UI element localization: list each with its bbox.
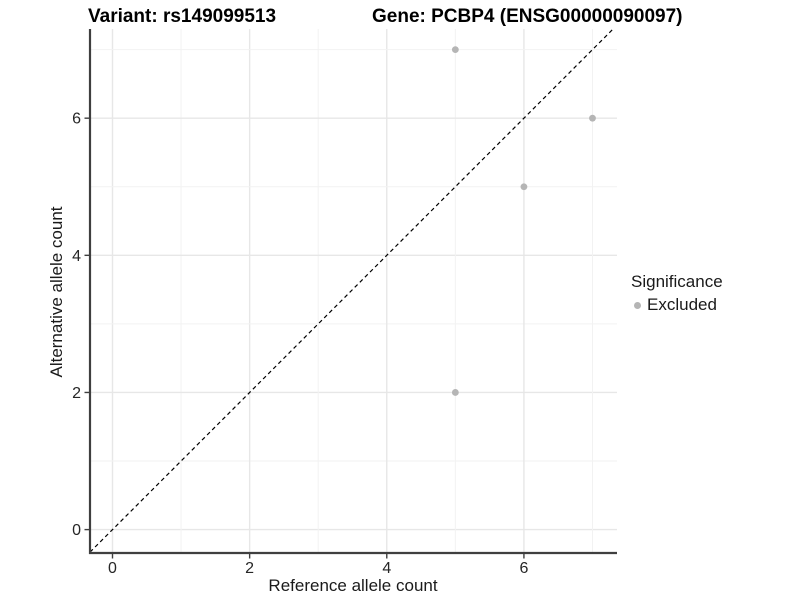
identity-dashed-line <box>89 28 614 553</box>
x-axis-title: Reference allele count <box>268 576 438 595</box>
data-point <box>451 389 459 396</box>
y-axis-title: Alternative allele count <box>47 206 66 378</box>
plot-title-variant: Variant: rs149099513 <box>88 6 277 27</box>
x-tick-label: 6 <box>519 560 528 577</box>
legend-title: Significance <box>631 272 723 291</box>
y-tick-label: 6 <box>72 111 81 128</box>
y-tick-label: 0 <box>72 522 81 539</box>
x-tick-label: 2 <box>245 560 254 577</box>
legend-item-excluded: Excluded <box>634 295 723 315</box>
data-point <box>589 114 596 122</box>
data-point <box>520 183 528 191</box>
x-tick-label: 4 <box>382 560 391 577</box>
y-tick-label: 4 <box>72 248 81 265</box>
legend-item-label: Excluded <box>647 295 717 314</box>
legend: Significance Excluded <box>631 272 723 315</box>
plot-title-gene: Gene: PCBP4 (ENSG00000090097) <box>372 6 683 27</box>
legend-point-icon <box>634 301 641 309</box>
x-tick-label: 0 <box>108 560 117 577</box>
data-point <box>451 46 459 54</box>
y-tick-label: 2 <box>72 385 81 402</box>
